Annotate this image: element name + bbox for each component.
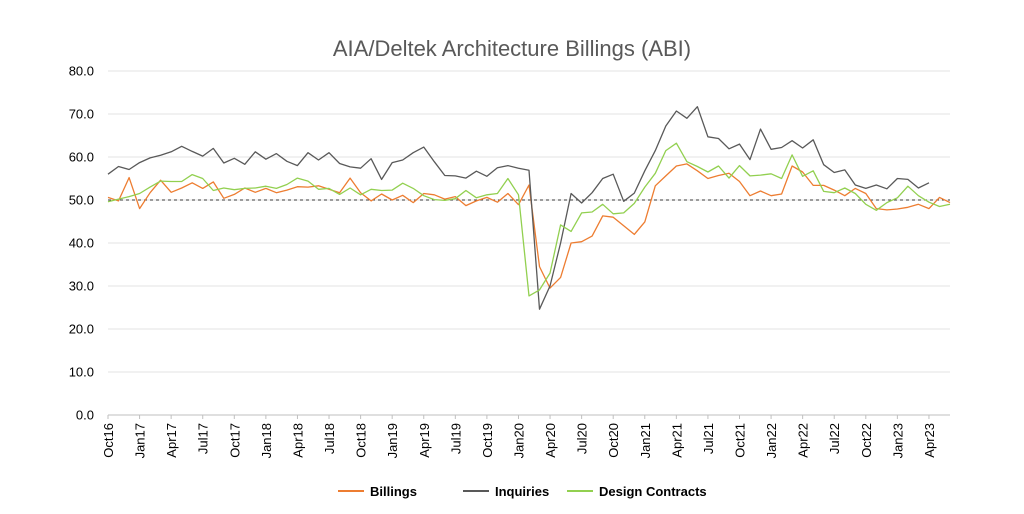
x-tick-label: Jan18 bbox=[259, 423, 274, 458]
series-line-design-contracts bbox=[107, 142, 951, 297]
x-tick-label: Oct18 bbox=[354, 423, 369, 458]
x-tick-label: Apr18 bbox=[290, 423, 305, 458]
y-tick-label: 50.0 bbox=[69, 193, 94, 208]
legend-label-billings: Billings bbox=[370, 484, 417, 499]
y-tick-label: 30.0 bbox=[69, 279, 94, 294]
x-tick-label: Apr17 bbox=[164, 423, 179, 458]
x-tick-label: Apr19 bbox=[417, 423, 432, 458]
x-tick-label: Jan23 bbox=[890, 423, 905, 458]
chart-title: AIA/Deltek Architecture Billings (ABI) bbox=[333, 36, 691, 61]
legend: Billings Inquiries Design Contracts bbox=[338, 484, 707, 499]
y-tick-label: 0.0 bbox=[76, 408, 94, 423]
y-tick-label: 40.0 bbox=[69, 236, 94, 251]
y-axis-tick-labels: 0.0 10.0 20.0 30.0 40.0 50.0 60.0 70.0 80.0 bbox=[69, 64, 94, 423]
x-tick-label: Jan22 bbox=[764, 423, 779, 458]
x-tick-label: Oct16 bbox=[101, 423, 116, 458]
y-tick-label: 80.0 bbox=[69, 64, 94, 79]
legend-label-inquiries: Inquiries bbox=[495, 484, 549, 499]
series-line-billings bbox=[107, 163, 951, 289]
x-tick-label: Apr21 bbox=[669, 423, 684, 458]
x-tick-label: Jan21 bbox=[638, 423, 653, 458]
y-tick-label: 10.0 bbox=[69, 365, 94, 380]
x-tick-label: Jan19 bbox=[385, 423, 400, 458]
x-tick-label: Oct19 bbox=[480, 423, 495, 458]
series-lines bbox=[107, 106, 951, 310]
y-tick-label: 70.0 bbox=[69, 107, 94, 122]
x-tick-label: Jul21 bbox=[701, 423, 716, 454]
x-tick-label: Jul18 bbox=[322, 423, 337, 454]
x-tick-label: Oct22 bbox=[859, 423, 874, 458]
x-tick-label: Jan20 bbox=[511, 423, 526, 458]
gridlines bbox=[108, 70, 950, 373]
x-tick-label: Oct20 bbox=[606, 423, 621, 458]
series-line-inquiries bbox=[107, 106, 930, 310]
x-axis-tick-labels: Oct16 Jan17 Apr17 Jul17 Oct17 Jan18 Apr18 Jul18… bbox=[101, 415, 937, 458]
x-tick-label: Jul17 bbox=[196, 423, 211, 454]
x-tick-label: Oct21 bbox=[733, 423, 748, 458]
x-tick-label: Oct17 bbox=[227, 423, 242, 458]
x-tick-label: Apr20 bbox=[543, 423, 558, 458]
x-tick-label: Jul20 bbox=[575, 423, 590, 454]
x-tick-label: Jul22 bbox=[827, 423, 842, 454]
x-tick-label: Jul19 bbox=[448, 423, 463, 454]
x-tick-label: Jan17 bbox=[133, 423, 148, 458]
y-tick-label: 20.0 bbox=[69, 322, 94, 337]
x-tick-label: Apr22 bbox=[796, 423, 811, 458]
y-tick-label: 60.0 bbox=[69, 150, 94, 165]
x-tick-label: Apr23 bbox=[922, 423, 937, 458]
legend-label-design-contracts: Design Contracts bbox=[599, 484, 707, 499]
